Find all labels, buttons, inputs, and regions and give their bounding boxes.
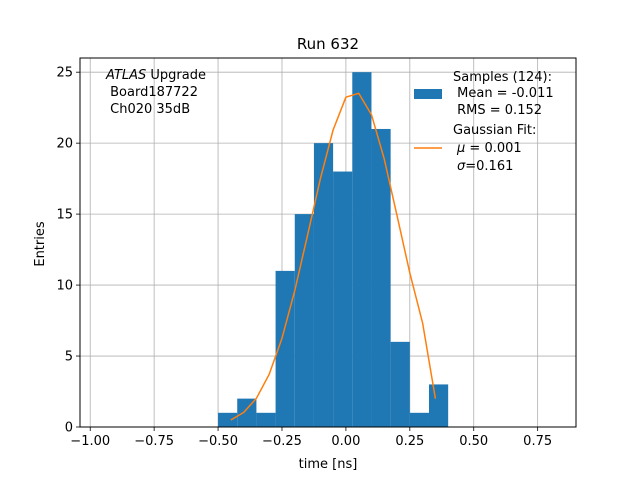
annotation-line-1: ATLAS Upgrade (105, 68, 206, 83)
x-tick-label: −0.75 (134, 434, 174, 449)
axis-ticks: −1.00 −0.75 −0.50 −0.25 0.00 0.25 0.50 0.75 0 5 10… (56, 66, 552, 449)
x-tick-label: 0.00 (331, 434, 360, 449)
fit-layer (230, 92, 437, 421)
histogram-bar (390, 341, 410, 427)
annotation-line-3: Ch020 35dB (106, 102, 190, 117)
legend-mu-value: = 0.001 (465, 141, 521, 156)
legend-sigma-symbol: σ (457, 159, 466, 174)
y-tick-label: 15 (56, 208, 73, 223)
histogram-bar (333, 171, 353, 427)
legend-samples-line-3: RMS = 0.152 (453, 103, 542, 118)
y-tick-label: 0 (65, 421, 73, 436)
gaussian-fit-curve (230, 92, 437, 421)
legend-fit-line-2: μ = 0.001 (456, 141, 522, 156)
x-axis-label: time [ns] (299, 457, 358, 472)
x-tick-label: −0.50 (198, 434, 238, 449)
legend-fit-line-1: Gaussian Fit: (453, 123, 536, 138)
x-tick-label: −1.00 (70, 434, 110, 449)
x-tick-label: 0.50 (459, 434, 488, 449)
histogram-bars (218, 72, 449, 427)
y-tick-label: 10 (56, 279, 73, 294)
legend-samples-line-2: Mean = -0.011 (453, 86, 554, 101)
x-tick-label: −0.25 (262, 434, 302, 449)
plot-frame (79, 57, 577, 428)
y-axis-label: Entries (33, 221, 48, 267)
x-tick-label: 0.25 (395, 434, 424, 449)
annotation-atlas: ATLAS (105, 68, 146, 83)
x-tick-label: 0.75 (523, 434, 552, 449)
y-tick-label: 25 (56, 66, 73, 81)
legend-mu-symbol: μ (456, 141, 465, 156)
atlas-annotation: ATLAS Upgrade Board187722 Ch020 35dB (105, 68, 206, 117)
histogram-bar (428, 384, 449, 427)
legend: Samples (124): Mean = -0.011 RMS = 0.152… (414, 70, 554, 174)
histogram-bar (237, 398, 257, 427)
histogram-bar (256, 412, 276, 427)
histogram-bar (352, 72, 372, 427)
annotation-upgrade: Upgrade (146, 68, 206, 83)
chart-title: Run 632 (297, 35, 359, 53)
y-tick-label: 5 (65, 350, 73, 365)
legend-fit-line-3: σ=0.161 (457, 159, 513, 174)
histogram-bar (371, 128, 391, 427)
histogram-bar (313, 143, 334, 427)
histogram-bar (409, 412, 429, 427)
legend-sigma-value: =0.161 (465, 159, 513, 174)
legend-samples-swatch (414, 89, 442, 99)
y-tick-label: 20 (56, 137, 73, 152)
histogram-bar (218, 412, 238, 427)
legend-samples-line-1: Samples (124): (453, 70, 552, 85)
annotation-line-2: Board187722 (106, 85, 198, 100)
